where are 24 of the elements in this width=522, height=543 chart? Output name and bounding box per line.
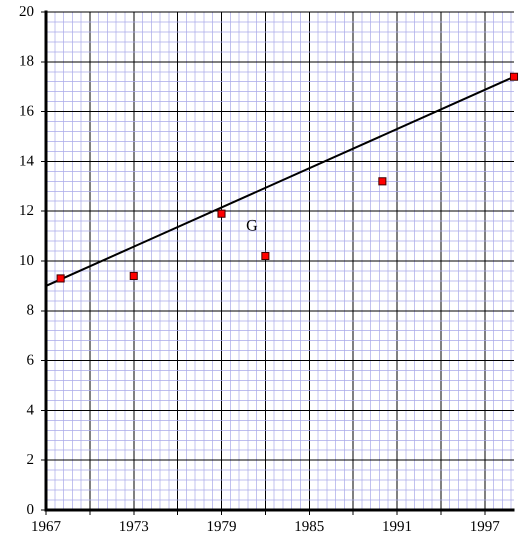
annotation: G	[246, 217, 258, 234]
x-tick-label: 1973	[118, 518, 149, 535]
point	[510, 72, 518, 81]
point	[217, 210, 226, 218]
point	[130, 272, 138, 280]
x-tick-label: 1979	[206, 518, 236, 535]
y-tick-label: 20	[19, 4, 34, 20]
y-tick-label: 2	[26, 452, 34, 468]
point	[56, 274, 65, 282]
y-tick-label: 14	[19, 153, 34, 170]
y-tick-label: 10	[19, 252, 34, 269]
y-tick-label: 4	[26, 402, 34, 418]
x-tick-label: 1997	[470, 518, 500, 535]
point	[261, 252, 270, 260]
x-tick-label: 1967	[31, 518, 62, 535]
point	[378, 177, 386, 186]
x-tick-label: 1985	[294, 518, 324, 535]
y-tick-label: 12	[19, 203, 34, 220]
x-tick-label: 1991	[382, 518, 412, 535]
y-tick-label: 6	[26, 352, 34, 369]
y-tick-label: 18	[19, 54, 34, 70]
y-tick-label: 0	[26, 502, 34, 518]
y-tick-label: 16	[19, 104, 34, 120]
y-tick-label: 8	[26, 302, 34, 319]
